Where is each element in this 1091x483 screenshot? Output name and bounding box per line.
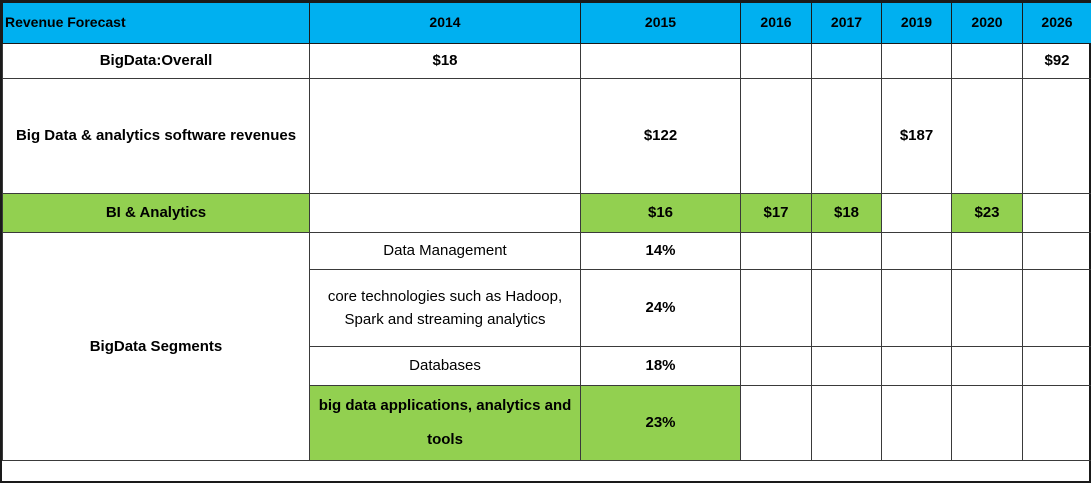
segment-value-cell[interactable]: 18% (580, 346, 741, 386)
overall-label-cell[interactable]: BigData:Overall (2, 43, 310, 79)
segment-value-cell[interactable]: 23% (580, 385, 741, 461)
segment-empty-cell[interactable] (1022, 269, 1091, 347)
bi-2016-cell[interactable]: $17 (740, 193, 812, 233)
segment-row: BigData Segments Data Management 14% (2, 232, 1091, 461)
segment-name-cell[interactable]: core technologies such as Hadoop, Spark … (309, 269, 581, 347)
software-2014-cell[interactable] (309, 78, 581, 194)
revenue-forecast-table: Revenue Forecast 2014 2015 2016 2017 201… (2, 2, 1091, 461)
segment-empty-cell[interactable] (951, 232, 1023, 270)
software-row: Big Data & analytics software revenues $… (2, 78, 1091, 194)
segment-empty-cell[interactable] (881, 232, 952, 270)
segment-empty-cell[interactable] (740, 269, 812, 347)
segments-label-cell[interactable]: BigData Segments (2, 232, 310, 461)
segment-name-cell[interactable]: Databases (309, 346, 581, 386)
overall-2017-cell[interactable] (811, 43, 882, 79)
segment-empty-cell[interactable] (740, 385, 812, 461)
segment-empty-cell[interactable] (811, 385, 882, 461)
overall-2026-cell[interactable]: $92 (1022, 43, 1091, 79)
segment-row: core technologies such as Hadoop, Spark … (3, 269, 1091, 347)
software-2016-cell[interactable] (740, 78, 812, 194)
segment-empty-cell[interactable] (1022, 346, 1091, 386)
segment-value-cell[interactable]: 24% (580, 269, 741, 347)
segment-empty-cell[interactable] (811, 232, 882, 270)
software-2026-cell[interactable] (1022, 78, 1091, 194)
segment-empty-cell[interactable] (740, 346, 812, 386)
header-year-2026[interactable]: 2026 (1022, 2, 1091, 44)
overall-2016-cell[interactable] (740, 43, 812, 79)
overall-2020-cell[interactable] (951, 43, 1023, 79)
bi-2017-cell[interactable]: $18 (811, 193, 882, 233)
segment-empty-cell[interactable] (951, 385, 1023, 461)
segment-empty-cell[interactable] (1022, 385, 1091, 461)
header-year-2016[interactable]: 2016 (740, 2, 812, 44)
bi-2014-cell[interactable] (309, 193, 581, 233)
segment-empty-cell[interactable] (881, 385, 952, 461)
header-year-2019[interactable]: 2019 (881, 2, 952, 44)
bi-2019-cell[interactable] (881, 193, 952, 233)
segment-empty-cell[interactable] (881, 346, 952, 386)
overall-2019-cell[interactable] (881, 43, 952, 79)
header-year-2017[interactable]: 2017 (811, 2, 882, 44)
software-2019-cell[interactable]: $187 (881, 78, 952, 194)
segment-name-cell[interactable]: Data Management (309, 232, 581, 270)
segment-row: Databases 18% (3, 346, 1091, 386)
segment-empty-cell[interactable] (951, 346, 1023, 386)
segment-row: big data applications, analytics and too… (3, 385, 1091, 461)
segment-empty-cell[interactable] (811, 269, 882, 347)
bi-2026-cell[interactable] (1022, 193, 1091, 233)
segment-empty-cell[interactable] (881, 269, 952, 347)
header-row: Revenue Forecast 2014 2015 2016 2017 201… (2, 2, 1091, 44)
software-label-cell[interactable]: Big Data & analytics software revenues (2, 78, 310, 194)
software-2017-cell[interactable] (811, 78, 882, 194)
segment-empty-cell[interactable] (951, 269, 1023, 347)
header-year-2014[interactable]: 2014 (309, 2, 581, 44)
header-year-2015[interactable]: 2015 (580, 2, 741, 44)
software-2015-cell[interactable]: $122 (580, 78, 741, 194)
header-year-2020[interactable]: 2020 (951, 2, 1023, 44)
segment-empty-cell[interactable] (740, 232, 812, 270)
segment-empty-cell[interactable] (1022, 232, 1091, 270)
overall-row: BigData:Overall $18 $92 (2, 43, 1091, 79)
overall-2015-cell[interactable] (580, 43, 741, 79)
segment-empty-cell[interactable] (811, 346, 882, 386)
bi-2020-cell[interactable]: $23 (951, 193, 1023, 233)
software-2020-cell[interactable] (951, 78, 1023, 194)
segment-name-cell[interactable]: big data applications, analytics and too… (309, 385, 581, 461)
bi-analytics-row: BI & Analytics $16 $17 $18 $23 (2, 193, 1091, 233)
header-title-cell[interactable]: Revenue Forecast (2, 2, 310, 44)
segment-value-cell[interactable]: 14% (580, 232, 741, 270)
bi-label-cell[interactable]: BI & Analytics (2, 193, 310, 233)
overall-2014-cell[interactable]: $18 (309, 43, 581, 79)
bi-2015-cell[interactable]: $16 (580, 193, 741, 233)
